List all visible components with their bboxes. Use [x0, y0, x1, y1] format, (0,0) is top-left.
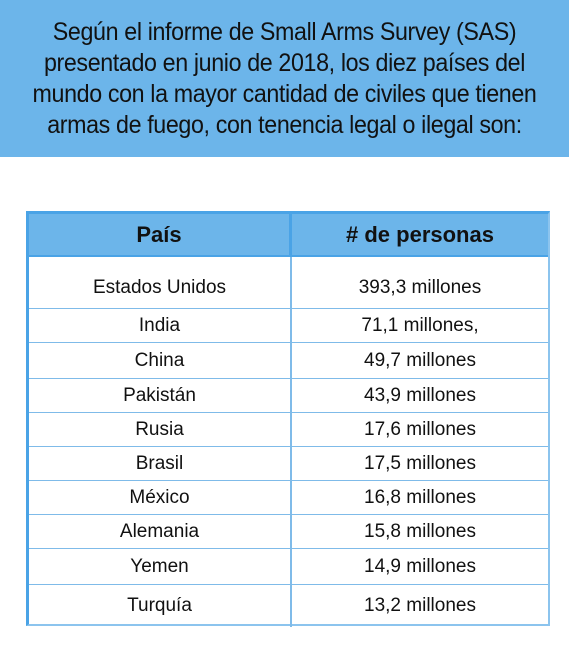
people-cell: 13,2 millones: [364, 595, 476, 616]
country-cell: Pakistán: [29, 379, 292, 412]
country-cell: Rusia: [29, 413, 292, 446]
table-row: México 16,8 millones: [29, 481, 548, 515]
header-people: # de personas: [346, 221, 494, 247]
people-cell: 15,8 millones: [364, 520, 476, 542]
country-cell: Yemen: [29, 549, 292, 584]
people-cell: 16,8 millones: [364, 486, 476, 508]
people-cell: 393,3 millones: [358, 276, 482, 298]
table-row: Rusia 17,6 millones: [29, 413, 548, 447]
country-cell: Turquía: [29, 585, 292, 627]
country-cell: Alemania: [29, 515, 292, 548]
firearms-table: País # de personas Estados Unidos 393,3 …: [26, 211, 550, 627]
country-cell: China: [29, 343, 292, 378]
people-cell: 17,6 millones: [364, 418, 476, 440]
people-cell: 49,7 millones: [364, 349, 476, 371]
people-cell: 14,9 millones: [364, 555, 476, 577]
header-country: País: [29, 214, 292, 255]
title-banner: Según el informe de Small Arms Survey (S…: [0, 0, 569, 157]
country-cell: México: [29, 481, 292, 514]
country-cell: Brasil: [29, 447, 292, 480]
table-row: China 49,7 millones: [29, 343, 548, 379]
table-row: Estados Unidos 393,3 millones: [29, 257, 548, 309]
table-row: Turquía 13,2 millones: [29, 585, 548, 627]
people-cell: 43,9 millones: [364, 384, 476, 406]
table-row: Yemen 14,9 millones: [29, 549, 548, 585]
table-row: Alemania 15,8 millones: [29, 515, 548, 549]
intro-text: Según el informe de Small Arms Survey (S…: [32, 17, 537, 139]
table-body: Estados Unidos 393,3 millones India 71,1…: [29, 257, 548, 627]
country-cell: Estados Unidos: [29, 257, 292, 308]
people-cell: 71,1 millones,: [361, 314, 479, 336]
people-cell: 17,5 millones: [364, 452, 476, 474]
table-row: India 71,1 millones,: [29, 309, 548, 343]
country-cell: India: [29, 309, 292, 342]
table-row: Pakistán 43,9 millones: [29, 379, 548, 413]
table-header: País # de personas: [29, 214, 548, 257]
table-row: Brasil 17,5 millones: [29, 447, 548, 481]
